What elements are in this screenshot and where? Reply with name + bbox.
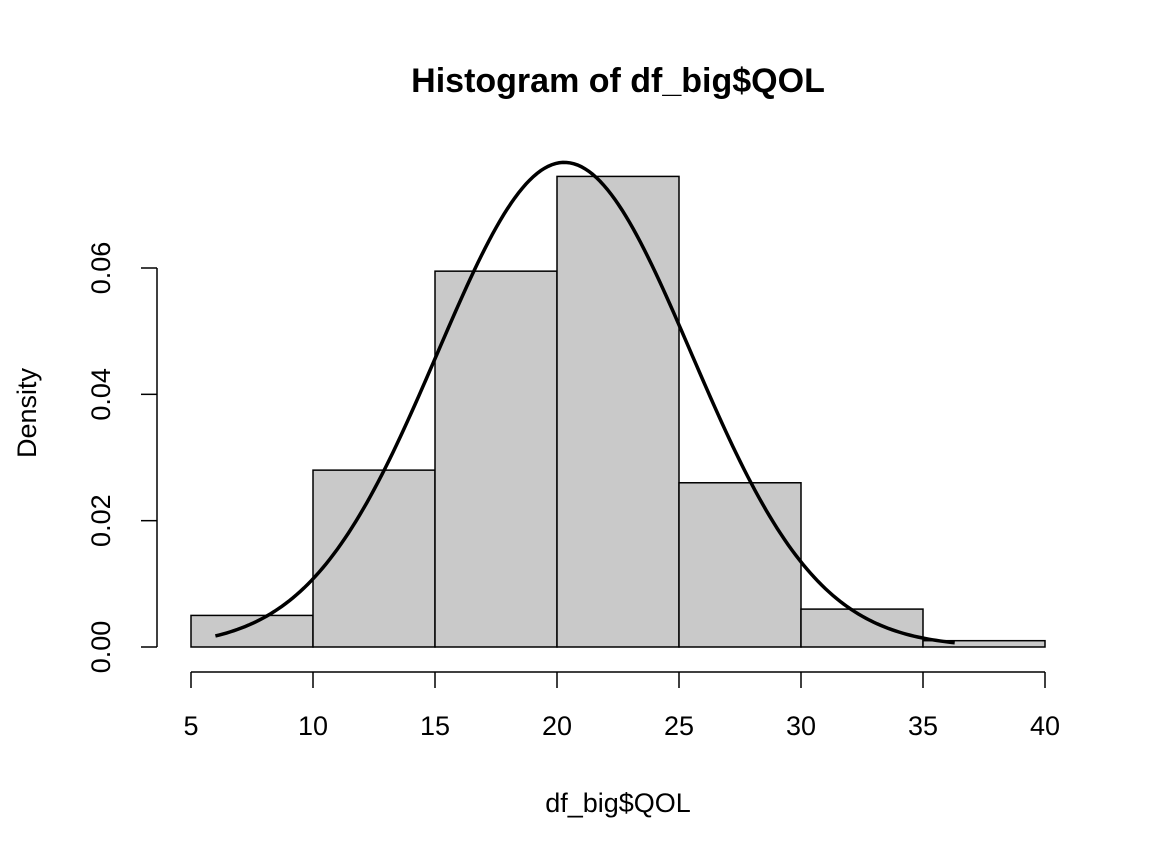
y-axis: 0.00 0.02 0.04 0.06 (86, 242, 158, 674)
x-tick-label: 10 (298, 711, 328, 741)
x-tick-label: 40 (1030, 711, 1060, 741)
x-tick-label: 20 (542, 711, 572, 741)
histogram-bar (312, 469, 436, 648)
x-tick-label: 35 (908, 711, 938, 741)
histogram-bars (190, 175, 1046, 648)
y-tick-label: 0.06 (86, 242, 116, 295)
histogram-bar (190, 614, 314, 648)
x-axis: 5 10 15 20 25 30 35 40 (183, 671, 1060, 741)
histogram-bar (556, 175, 680, 648)
x-tick-label: 30 (786, 711, 816, 741)
histogram-bar (434, 270, 558, 648)
x-tick-label: 15 (420, 711, 450, 741)
density-curve (214, 160, 955, 645)
chart-title: Histogram of df_big$QOL (411, 62, 825, 100)
histogram-bar (678, 482, 802, 648)
y-tick-label: 0.02 (86, 494, 116, 547)
y-tick-label: 0.04 (86, 368, 116, 421)
histogram-bar (922, 639, 1046, 648)
y-tick-label: 0.00 (86, 621, 116, 674)
y-axis-label: Density (12, 367, 42, 458)
x-tick-label: 25 (664, 711, 694, 741)
x-axis-label: df_big$QOL (545, 788, 691, 818)
x-tick-label: 5 (183, 711, 198, 741)
